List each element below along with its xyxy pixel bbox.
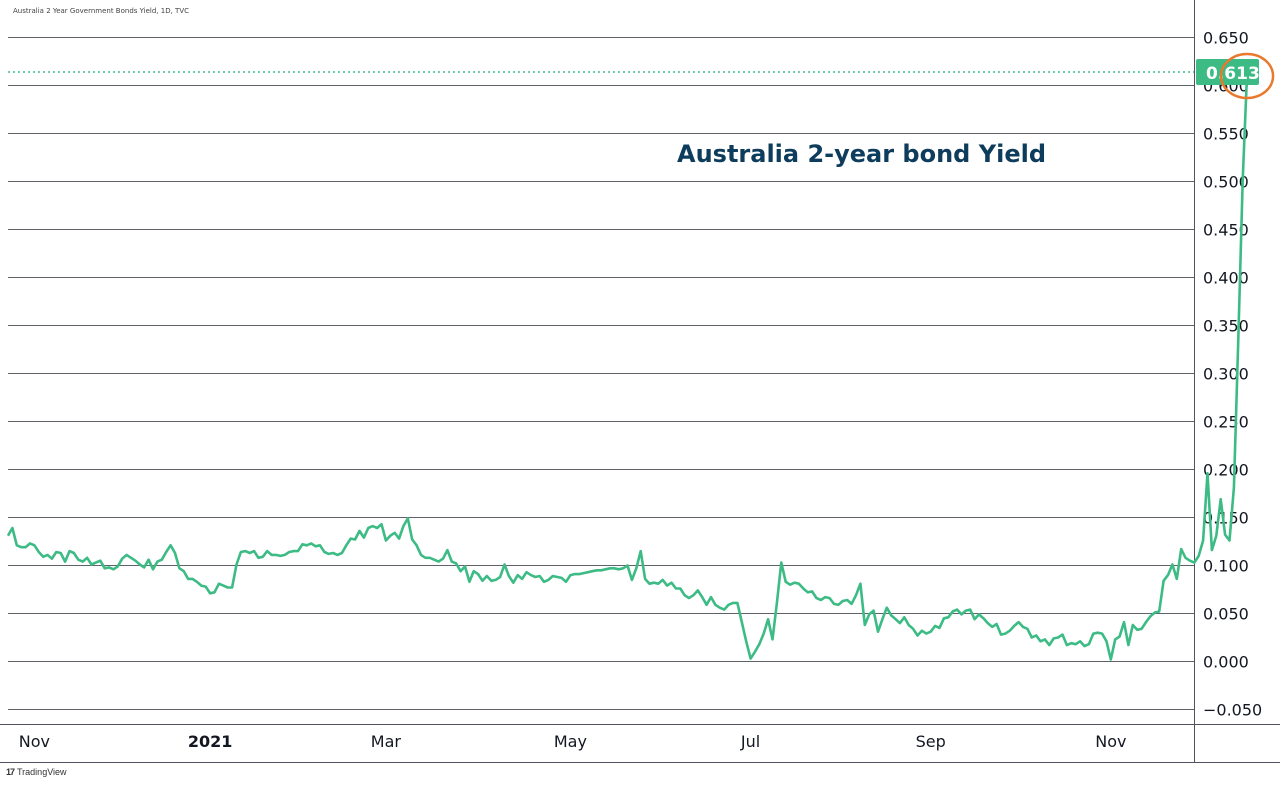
y-tick-label: 0.150: [1203, 509, 1249, 528]
last-price-tag: [1196, 59, 1259, 86]
y-tick-label: 0.350: [1203, 317, 1249, 336]
y-tick-label: 0.250: [1203, 413, 1249, 432]
chart-title: Australia 2-year bond Yield: [677, 140, 1046, 168]
y-tick-label: 0.500: [1203, 173, 1249, 192]
y-tick-label: 0.450: [1203, 221, 1249, 240]
x-tick-label: Nov: [1095, 732, 1126, 751]
x-tick-label: 2021: [188, 732, 233, 751]
y-tick-label: 0.550: [1203, 125, 1249, 144]
x-tick-label: Sep: [916, 732, 946, 751]
y-tick-label: 0.100: [1203, 557, 1249, 576]
y-tick-label: 0.400: [1203, 269, 1249, 288]
series-line: [6, 71, 1249, 661]
tradingview-logo-icon: 17: [6, 767, 15, 777]
x-tick-label: Nov: [19, 732, 50, 751]
y-tick-label: 0.000: [1203, 653, 1249, 672]
y-tick-label: 0.650: [1203, 29, 1249, 48]
symbol-label: Australia 2 Year Government Bonds Yield,…: [13, 7, 189, 15]
footer-brand: 17 TradingView: [6, 767, 67, 777]
y-tick-label: 0.200: [1203, 461, 1249, 480]
y-tick-label: 0.050: [1203, 605, 1249, 624]
highlight-circle: [1219, 52, 1275, 100]
y-tick-label: −0.050: [1203, 701, 1262, 720]
x-tick-label: Mar: [371, 732, 402, 751]
x-tick-label: May: [554, 732, 587, 751]
x-tick-label: Jul: [740, 732, 760, 751]
last-price-label: 0.613: [1206, 64, 1260, 84]
y-tick-label: 0.300: [1203, 365, 1249, 384]
brand-label: TradingView: [17, 767, 67, 777]
